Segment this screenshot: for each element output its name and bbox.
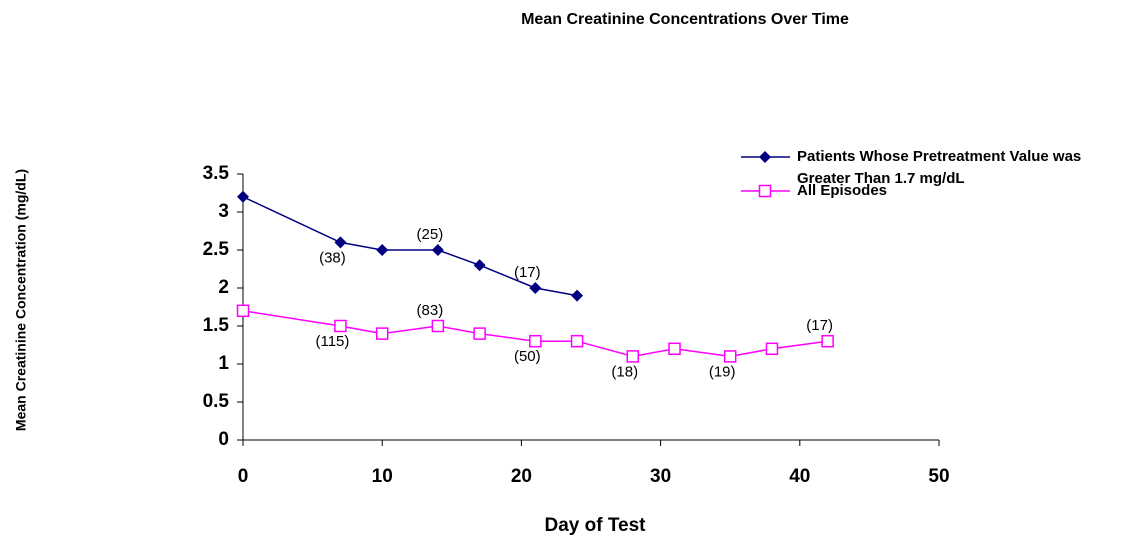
data-point xyxy=(668,342,681,356)
data-point xyxy=(431,319,445,333)
data-point xyxy=(473,259,486,272)
x-tick-label: 30 xyxy=(650,466,671,487)
data-point xyxy=(334,236,347,249)
data-point xyxy=(375,327,389,340)
y-tick-label: 2.5 xyxy=(203,239,230,260)
x-tick-label: 10 xyxy=(372,466,393,487)
point-label: (25) xyxy=(417,226,444,243)
y-tick-label: 2 xyxy=(218,277,229,298)
y-tick-label: 1 xyxy=(218,353,229,374)
y-tick-label: 1.5 xyxy=(203,315,230,336)
data-point xyxy=(821,334,834,348)
point-label: (19) xyxy=(709,363,736,380)
point-label: (115) xyxy=(315,333,349,350)
data-point xyxy=(334,319,347,333)
point-label: (83) xyxy=(417,302,444,319)
data-point xyxy=(626,350,640,363)
legend-marker xyxy=(758,184,772,198)
point-label: (18) xyxy=(611,363,638,380)
data-point xyxy=(529,282,542,294)
point-label: (38) xyxy=(319,249,346,266)
chart-title: Mean Creatinine Concentrations Over Time xyxy=(521,11,849,28)
data-point xyxy=(376,244,389,256)
legend-marker xyxy=(759,151,771,163)
x-tick-label: 40 xyxy=(789,466,810,487)
data-point xyxy=(473,327,486,340)
y-tick-label: 3.5 xyxy=(203,163,230,184)
x-tick-label: 0 xyxy=(238,466,249,487)
point-label: (17) xyxy=(514,264,541,281)
legend-label: Patients Whose Pretreatment Value was Gr… xyxy=(797,148,1082,187)
x-tick-label: 50 xyxy=(928,466,949,487)
x-tick-label: 20 xyxy=(511,466,532,487)
y-tick-label: 0 xyxy=(218,429,229,450)
y-tick-label: 3 xyxy=(218,201,229,222)
data-point xyxy=(723,350,737,363)
x-axis-label: Day of Test xyxy=(544,515,646,536)
point-label: (17) xyxy=(806,317,833,334)
data-point xyxy=(237,190,249,203)
y-axis-label: Mean Creatinine Concentration (mg/dL) xyxy=(13,169,29,431)
data-point xyxy=(529,334,542,348)
legend-label: All Episodes xyxy=(797,182,888,199)
data-point xyxy=(431,244,444,256)
series-line xyxy=(242,310,828,358)
y-tick-label: 0.5 xyxy=(203,391,230,412)
data-point xyxy=(570,334,584,348)
data-point xyxy=(571,289,584,302)
data-point xyxy=(236,304,250,318)
point-label: (50) xyxy=(514,348,541,365)
data-point xyxy=(765,342,779,356)
